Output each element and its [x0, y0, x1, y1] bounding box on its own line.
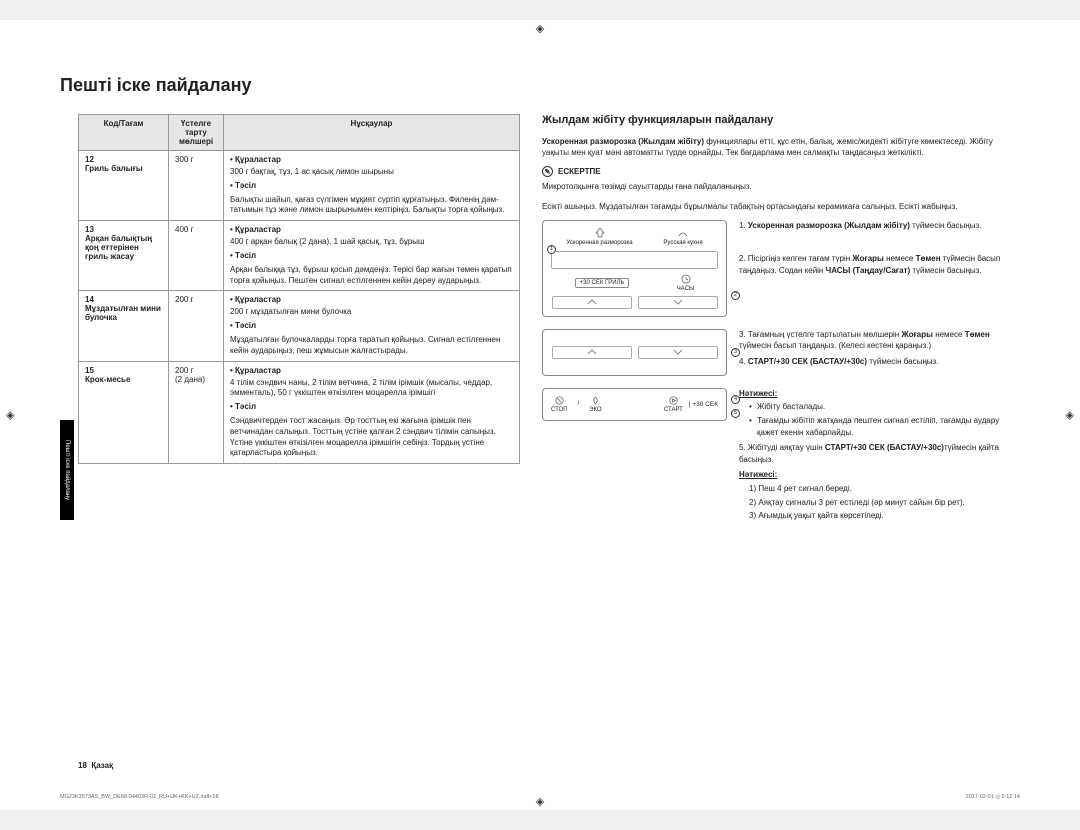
panel-row-2: 3 3. Тағамның үстелге тартылатын мөлшері… [542, 329, 1020, 376]
crop-marker-top: ◈ [536, 22, 544, 35]
panel-btn-stop: СТОП [551, 396, 568, 413]
steps-1-2: 1. Ускоренная разморозка (Жылдам жібіту)… [739, 220, 1020, 281]
panel-btn-russian: Русская кухня [663, 228, 702, 246]
page-footer: 18 Қазақ [78, 761, 113, 770]
panel-btn-defrost: Ускоренная разморозка [566, 228, 632, 246]
panel-btn-grill: +30 СЕК ГРИЛЬ [575, 278, 630, 288]
manual-page: ◈ ◈ ◈ ◈ Пешті іске пайдалану Пешті іске … [0, 20, 1080, 810]
cell-weight: 400 г [169, 221, 224, 291]
side-tab: Пешті іске пайдалану [60, 420, 74, 520]
meta-file: MG23K3573AS_BW_DE68-04403R-02_RU+UK+KK+U… [60, 794, 219, 800]
right-column: Жылдам жібіту функцияларын пайдалану Уск… [542, 114, 1020, 536]
page-number: 18 [78, 761, 87, 770]
cooking-table: Код/Тағам Үстелге тарту мөлшері Нұсқаула… [78, 114, 520, 464]
result-list-2: 1) Пеш 4 рет сигнал береді. 2) Аяқтау сиг… [749, 483, 1020, 522]
cell-code: 12Гриль балығы [79, 151, 169, 221]
control-panel-3: СТОП / ЭКО СТАРТ [542, 388, 727, 421]
circled-5: 5 [731, 409, 740, 418]
panel-row-1: Ускоренная разморозка Русская кухня 1 +3… [542, 220, 1020, 317]
page-lang: Қазақ [91, 761, 113, 770]
circled-2: 2 [731, 291, 740, 300]
result-item: 1) Пеш 4 рет сигнал береді. [749, 483, 1020, 495]
crop-marker-left: ◈ [6, 409, 14, 422]
panel-btn-eco: ЭКО [589, 396, 601, 413]
result-label-1: Нәтижесі: [739, 389, 777, 398]
cell-weight: 200 г [169, 291, 224, 361]
crop-marker-right: ◈ [1066, 409, 1074, 422]
step-2: 2. Пісіргіңіз келген тағам түрін Жоғары … [739, 253, 1020, 276]
meta-time: 2017-02-01 ◎ 2:12:14 [966, 794, 1020, 800]
panel-up-arrow [552, 296, 632, 309]
panel-display [551, 251, 718, 269]
panel-up-arrow [552, 346, 632, 359]
cell-code: 15Крок-месье [79, 361, 169, 464]
cell-instructions: • Құраластар400 г арқан балық (2 дана), … [224, 221, 520, 291]
cell-code: 14Мұздатылған мини булочка [79, 291, 169, 361]
th-weight: Үстелге тарту мөлшері [169, 115, 224, 151]
result-item: 2) Аяқтау сигналы 3 рет естіледі (әр мин… [749, 497, 1020, 509]
cell-instructions: • Құраластар300 г бақтақ, тұз, 1 ас қасы… [224, 151, 520, 221]
step-5: 5. Жібітуді аяқтау үшін СТАРТ/+30 СЕК (Б… [739, 442, 1020, 465]
footer-meta: MG23K3573AS_BW_DE68-04403R-02_RU+UK+KK+U… [60, 794, 1020, 800]
result-bullet: Жібіту басталады. [749, 401, 1020, 413]
note-text: Микротолқынға төзімді сауыттарды ғана па… [542, 181, 1020, 192]
circled-4: 4 [731, 395, 740, 404]
cell-weight: 300 г [169, 151, 224, 221]
result-label-2: Нәтижесі: [739, 470, 777, 479]
panel-btn-start: СТАРТ [664, 396, 683, 413]
result-item: 3) Ағымдық уақыт қайта көрсетіледі. [749, 510, 1020, 522]
th-instructions: Нұсқаулар [224, 115, 520, 151]
open-door-text: Есікті ашыңыз. Мұздатылған тағамды бұрыл… [542, 201, 1020, 212]
intro-text: Ускоренная разморозка (Жылдам жібіту) фу… [542, 136, 1020, 158]
cell-instructions: • Құраластар200 г мұздатылған мини булоч… [224, 291, 520, 361]
left-column: Код/Тағам Үстелге тарту мөлшері Нұсқаула… [60, 114, 520, 536]
table-row: 13Арқан балықтың қоң еттерінен гриль жас… [79, 221, 520, 291]
intro-bold: Ускоренная разморозка (Жылдам жібіту) [542, 137, 704, 146]
table-row: 12Гриль балығы300 г• Құраластар300 г бақ… [79, 151, 520, 221]
control-panel-2: 3 [542, 329, 727, 376]
page-title: Пешті іске пайдалану [60, 75, 1020, 96]
cell-instructions: • Құраластар4 тілім сэндвич наны, 2 тілі… [224, 361, 520, 464]
note-heading: ✎ ЕСКЕРТПЕ [542, 166, 1020, 177]
circled-1: 1 [547, 245, 556, 254]
steps-3-4: 3. Тағамның үстелге тартылатын мөлшерін … [739, 329, 1020, 372]
section-heading: Жылдам жібіту функцияларын пайдалану [542, 114, 1020, 126]
result-bullets-1: Жібіту басталады. Тағамды жібітіп жатқанд… [749, 401, 1020, 438]
steps-result: Нәтижесі: Жібіту басталады. Тағамды жібіт… [739, 388, 1020, 524]
two-column-layout: Код/Тағам Үстелге тарту мөлшері Нұсқаула… [60, 114, 1020, 536]
panel-down-arrow [638, 346, 718, 359]
result-bullet: Тағамды жібітіп жатқанда пештен сигнал е… [749, 415, 1020, 438]
th-code: Код/Тағам [79, 115, 169, 151]
panel-btn-clock: ЧАСЫ [677, 274, 695, 292]
panel-row-3: СТОП / ЭКО СТАРТ [542, 388, 1020, 524]
table-row: 14Мұздатылған мини булочка200 г• Құралас… [79, 291, 520, 361]
control-panel-1: Ускоренная разморозка Русская кухня 1 +3… [542, 220, 727, 317]
step-3: 3. Тағамның үстелге тартылатын мөлшерін … [739, 329, 1020, 352]
cell-code: 13Арқан балықтың қоң еттерінен гриль жас… [79, 221, 169, 291]
cell-weight: 200 г(2 дана) [169, 361, 224, 464]
step-4: 4. СТАРТ/+30 СЕК (БАСТАУ/+30c) түймесін … [739, 356, 938, 368]
circled-3: 3 [731, 348, 740, 357]
table-row: 15Крок-месье200 г(2 дана)• Құраластар4 т… [79, 361, 520, 464]
note-label: ЕСКЕРТПЕ [558, 167, 601, 176]
note-icon: ✎ [542, 166, 553, 177]
panel-down-arrow [638, 296, 718, 309]
step-1: 1. Ускоренная разморозка (Жылдам жібіту)… [739, 220, 981, 232]
